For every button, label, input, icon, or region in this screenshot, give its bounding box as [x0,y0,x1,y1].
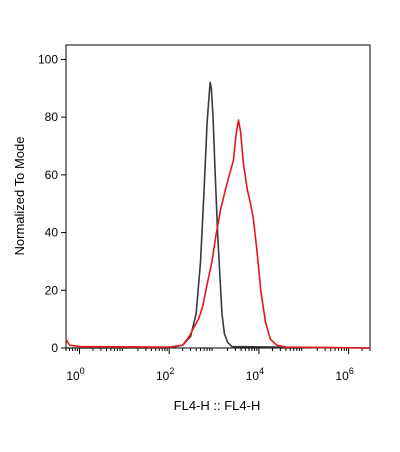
y-tick-label: 100 [38,52,58,66]
y-tick-label: 20 [45,283,59,297]
y-axis-label: Normalized To Mode [12,137,27,256]
y-tick-label: 80 [45,110,59,124]
y-tick-label: 0 [51,341,58,355]
x-axis-label: FL4-H :: FL4-H [174,398,261,413]
x-tick-label: 104 [246,366,264,383]
x-tick-label: 106 [335,366,353,383]
y-tick-label: 40 [45,226,59,240]
plot-frame [65,44,371,349]
series-line-gray [66,81,371,349]
x-tick-label: 100 [66,366,84,383]
x-tick-label: 102 [156,366,174,383]
y-tick-label: 60 [45,168,59,182]
series-line-red [65,119,371,349]
